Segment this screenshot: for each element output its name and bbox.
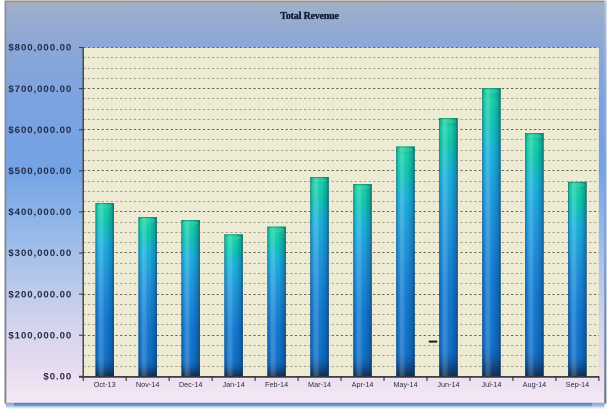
svg-text:Jul-14: Jul-14 xyxy=(482,380,502,389)
svg-text:Aug-14: Aug-14 xyxy=(523,380,547,389)
svg-text:$400,000.00: $400,000.00 xyxy=(8,207,72,218)
svg-text:May-14: May-14 xyxy=(393,380,417,389)
svg-text:$100,000.00: $100,000.00 xyxy=(8,330,72,341)
svg-text:Apr-14: Apr-14 xyxy=(352,380,374,389)
svg-text:Sep-14: Sep-14 xyxy=(566,380,590,389)
svg-text:$200,000.00: $200,000.00 xyxy=(8,289,72,300)
svg-text:Jan-14: Jan-14 xyxy=(222,380,244,389)
svg-text:Mar-14: Mar-14 xyxy=(308,380,331,389)
svg-text:$700,000.00: $700,000.00 xyxy=(8,84,72,95)
svg-text:$300,000.00: $300,000.00 xyxy=(8,248,72,259)
svg-text:Oct-13: Oct-13 xyxy=(94,380,116,389)
svg-text:Total Revenue: Total Revenue xyxy=(280,11,339,22)
svg-text:$600,000.00: $600,000.00 xyxy=(8,125,72,136)
svg-text:Feb-14: Feb-14 xyxy=(265,380,288,389)
svg-text:Dec-14: Dec-14 xyxy=(179,380,203,389)
svg-text:$800,000.00: $800,000.00 xyxy=(8,43,72,54)
svg-text:Jun-14: Jun-14 xyxy=(437,380,459,389)
svg-text:$500,000.00: $500,000.00 xyxy=(8,166,72,177)
svg-text:Nov-14: Nov-14 xyxy=(136,380,160,389)
svg-text:$0.00: $0.00 xyxy=(43,372,72,383)
